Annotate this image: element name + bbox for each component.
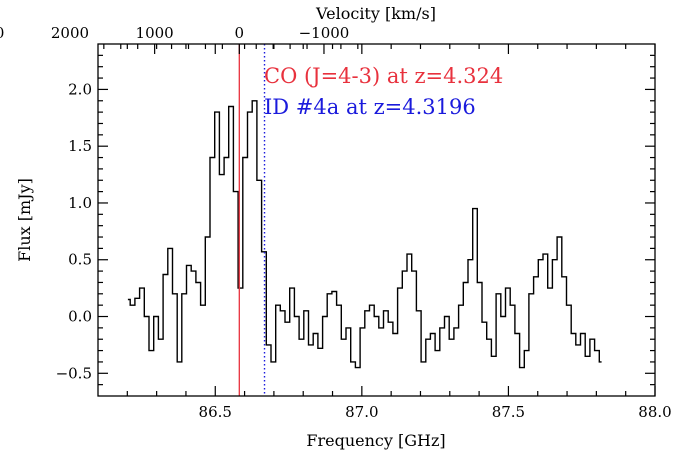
spectrum-series-0 [127,100,602,369]
y-tick-label: −0.5 [56,364,92,382]
velocity-tick-label: 3000 [0,24,4,42]
y-tick-label: 0.0 [68,308,92,326]
plot-frame [97,43,656,397]
velocity-tick-label: −1000 [299,24,350,42]
id4a-line-annotation: ID #4a at z=4.3196 [264,95,476,119]
y-tick-label: 0.5 [68,251,92,269]
y-tick-label: 1.5 [68,137,92,155]
velocity-tick-label: 1000 [136,24,174,42]
velocity-tick-label: 0 [235,24,245,42]
top-axis-title: Velocity [km/s] [315,4,436,23]
x-tick-label: 87.0 [345,403,378,421]
co-line-annotation: CO (J=4-3) at z=4.324 [264,64,503,88]
x-tick-label: 87.5 [492,403,525,421]
x-tick-label: 86.5 [199,403,232,421]
tick-layer: 86.5 87.0 87.5 88.0 −0.5 0.0 0.5 1.0 1.5 2.0 −1000… [0,24,672,421]
velocity-tick-label: 2000 [51,24,89,42]
data-layer [127,100,602,369]
x-tick-label: 88.0 [638,403,671,421]
y-tick-label: 2.0 [68,80,92,98]
y-tick-label: 1.0 [68,194,92,212]
y-axis-title: Flux [mJy] [15,178,34,262]
ref-lines [238,44,266,396]
x-axis-title: Frequency [GHz] [306,431,445,450]
